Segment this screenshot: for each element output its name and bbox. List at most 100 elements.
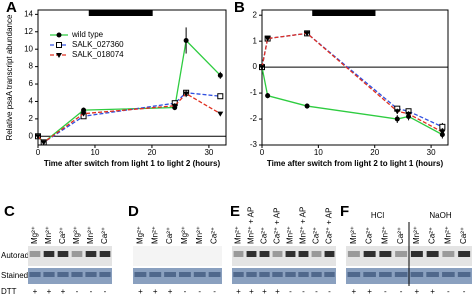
dtt-sign: + bbox=[236, 287, 241, 296]
band bbox=[426, 251, 439, 257]
stained-band bbox=[43, 272, 55, 277]
legend-label: wild type bbox=[71, 30, 104, 39]
point bbox=[217, 72, 223, 78]
x-tick-label: 20 bbox=[370, 148, 379, 157]
dtt-sign: + bbox=[430, 287, 435, 296]
lane-label: Ca²⁺ bbox=[210, 227, 219, 244]
panel-label: E bbox=[230, 203, 240, 220]
stained-band bbox=[233, 272, 244, 277]
stained-band bbox=[426, 272, 439, 277]
band bbox=[71, 251, 83, 257]
stained-band bbox=[347, 272, 361, 277]
y-tick-label: 8 bbox=[29, 62, 34, 71]
point bbox=[394, 116, 400, 122]
row-label: DTT bbox=[1, 287, 17, 296]
dtt-sign: + bbox=[47, 287, 52, 296]
legend-label: SALK_027360 bbox=[72, 40, 124, 49]
y-tick-label: -1 bbox=[250, 88, 258, 97]
x-tick-label: 20 bbox=[147, 148, 156, 157]
band bbox=[311, 251, 322, 257]
lane-label: Mn²⁺ bbox=[234, 226, 243, 244]
y-tick-label: 2 bbox=[253, 10, 258, 19]
dtt-sign: - bbox=[289, 287, 292, 296]
y-tick-label: 2 bbox=[29, 114, 34, 123]
lane-label: Ca²⁺ bbox=[459, 227, 468, 244]
y-tick-label: 1 bbox=[253, 36, 258, 45]
point bbox=[183, 91, 190, 97]
dtt-sign: - bbox=[447, 287, 450, 296]
lane-label: Ca²⁺ bbox=[365, 227, 374, 244]
lane-label: Mn²⁺ bbox=[44, 226, 53, 244]
panel-label: A bbox=[6, 0, 17, 16]
lane-label: Mn²⁺ bbox=[412, 226, 421, 244]
dtt-sign: - bbox=[76, 287, 79, 296]
band bbox=[458, 251, 471, 257]
dtt-sign: + bbox=[249, 287, 254, 296]
dtt-sign: - bbox=[90, 287, 93, 296]
dtt-sign: - bbox=[213, 287, 216, 296]
stained-band bbox=[394, 272, 408, 277]
dtt-sign: + bbox=[352, 287, 357, 296]
band bbox=[298, 251, 309, 257]
band bbox=[379, 251, 392, 257]
point bbox=[394, 109, 401, 115]
legend-marker bbox=[56, 32, 62, 38]
stained-band bbox=[99, 272, 111, 277]
x-axis-title: Time after switch from light 2 to light … bbox=[267, 159, 444, 168]
dtt-sign: - bbox=[315, 287, 318, 296]
lane-label: Ca²⁺ + AP bbox=[273, 208, 282, 244]
y-tick-label: 10 bbox=[24, 44, 33, 53]
dark-period bbox=[88, 10, 153, 16]
panel-label: C bbox=[4, 203, 15, 220]
point bbox=[439, 130, 446, 136]
autorad-strip bbox=[28, 246, 112, 266]
x-tick-label: 10 bbox=[91, 148, 100, 157]
dtt-sign: - bbox=[463, 287, 466, 296]
stained-band bbox=[259, 272, 270, 277]
band bbox=[347, 251, 360, 257]
band bbox=[246, 251, 257, 257]
dark-period bbox=[312, 10, 376, 16]
lane-label: Mn²⁺ bbox=[443, 226, 452, 244]
band bbox=[259, 251, 270, 257]
y-tick-label: 6 bbox=[29, 79, 34, 88]
y-tick-label: 0 bbox=[29, 131, 34, 140]
row-label: Stained bbox=[1, 271, 28, 280]
stained-band bbox=[410, 272, 424, 277]
band bbox=[395, 251, 408, 257]
stained-band bbox=[71, 272, 83, 277]
dtt-sign: - bbox=[302, 287, 305, 296]
stained-band bbox=[324, 272, 335, 277]
dtt-sign: - bbox=[104, 287, 107, 296]
plot-frame bbox=[261, 9, 449, 146]
stained-band bbox=[57, 272, 69, 277]
stained-band bbox=[285, 272, 296, 277]
point bbox=[81, 107, 87, 113]
y-tick-label: 0 bbox=[253, 62, 258, 71]
lane-label: Mg²⁺ bbox=[180, 226, 189, 244]
band bbox=[233, 251, 244, 257]
dtt-sign: + bbox=[262, 287, 267, 296]
dtt-sign: + bbox=[61, 287, 66, 296]
y-tick-label: 12 bbox=[24, 27, 33, 36]
point bbox=[217, 93, 224, 100]
dtt-sign: + bbox=[415, 287, 420, 296]
legend-label: SALK_018074 bbox=[72, 50, 124, 59]
y-tick-label: -2 bbox=[250, 114, 258, 123]
stained-band bbox=[363, 272, 376, 277]
lane-label: Mg²⁺ bbox=[136, 226, 145, 244]
x-tick-label: 30 bbox=[427, 148, 436, 157]
band bbox=[324, 251, 335, 257]
lane-label: Mg²⁺ bbox=[72, 226, 81, 244]
stained-band bbox=[164, 272, 177, 277]
lane-label: Ca²⁺ bbox=[260, 227, 269, 244]
stained-band bbox=[272, 272, 283, 277]
dtt-sign: - bbox=[184, 287, 187, 296]
series-line bbox=[37, 92, 221, 144]
point bbox=[217, 111, 224, 117]
lane-label: Ca²⁺ bbox=[396, 227, 405, 244]
band bbox=[29, 251, 41, 257]
dtt-sign: + bbox=[367, 287, 372, 296]
stained-band bbox=[246, 272, 257, 277]
